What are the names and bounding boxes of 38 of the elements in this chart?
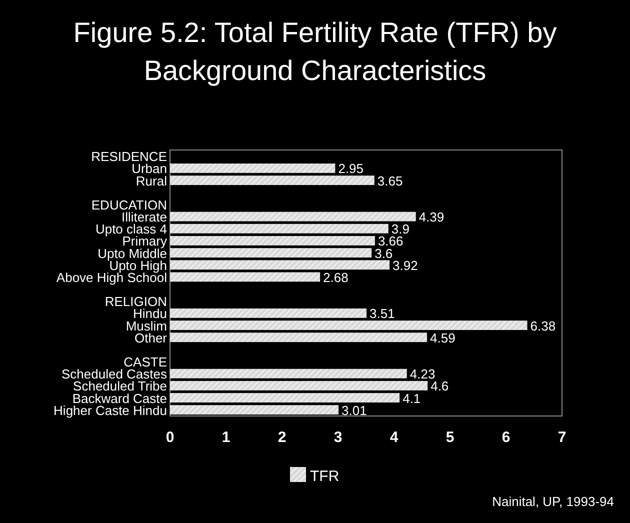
bar [170, 320, 528, 330]
data-label: 4.39 [418, 210, 444, 225]
data-label: 3.51 [370, 306, 395, 322]
chart-title: Figure 5.2: Total Fertility Rate (TFR) by Background Characteristics [73, 17, 557, 86]
data-label: 6.38 [530, 318, 556, 334]
bar [170, 260, 390, 270]
text: Nainital, UP, 1993-94 [492, 494, 614, 509]
x-tick-label: 0 [166, 429, 174, 446]
x-tick-label: 6 [502, 429, 510, 446]
x-tick-label: 4 [390, 429, 399, 446]
bar [170, 308, 367, 318]
bar [170, 380, 428, 390]
data-label: 3.92 [392, 258, 418, 273]
bar [170, 236, 375, 246]
bar [170, 248, 372, 258]
data-label: 3.65 [377, 173, 403, 188]
x-tick-label: 3 [334, 429, 342, 446]
data-label: 4.1 [402, 390, 421, 406]
bar [170, 164, 336, 173]
data-label: 3.01 [342, 402, 367, 418]
data-label: 2.68 [323, 270, 348, 285]
bar [170, 405, 339, 415]
bar [170, 393, 400, 402]
bar [170, 176, 374, 186]
bar [170, 224, 388, 234]
bar [170, 368, 407, 378]
x-tick-label: 1 [222, 429, 230, 446]
x-tick-label: 7 [558, 429, 566, 446]
data-label: 2.95 [338, 161, 364, 176]
legend-label: TFR [310, 468, 340, 485]
x-tick-label: 2 [278, 429, 286, 446]
bar [170, 212, 416, 222]
bar [170, 272, 320, 282]
x-tick-label: 5 [446, 429, 454, 446]
y-tick-label: Upto High [109, 258, 167, 273]
data-label: 4.59 [430, 330, 456, 346]
y-tick-label: EDUCATION [91, 197, 167, 212]
bar [170, 332, 428, 342]
